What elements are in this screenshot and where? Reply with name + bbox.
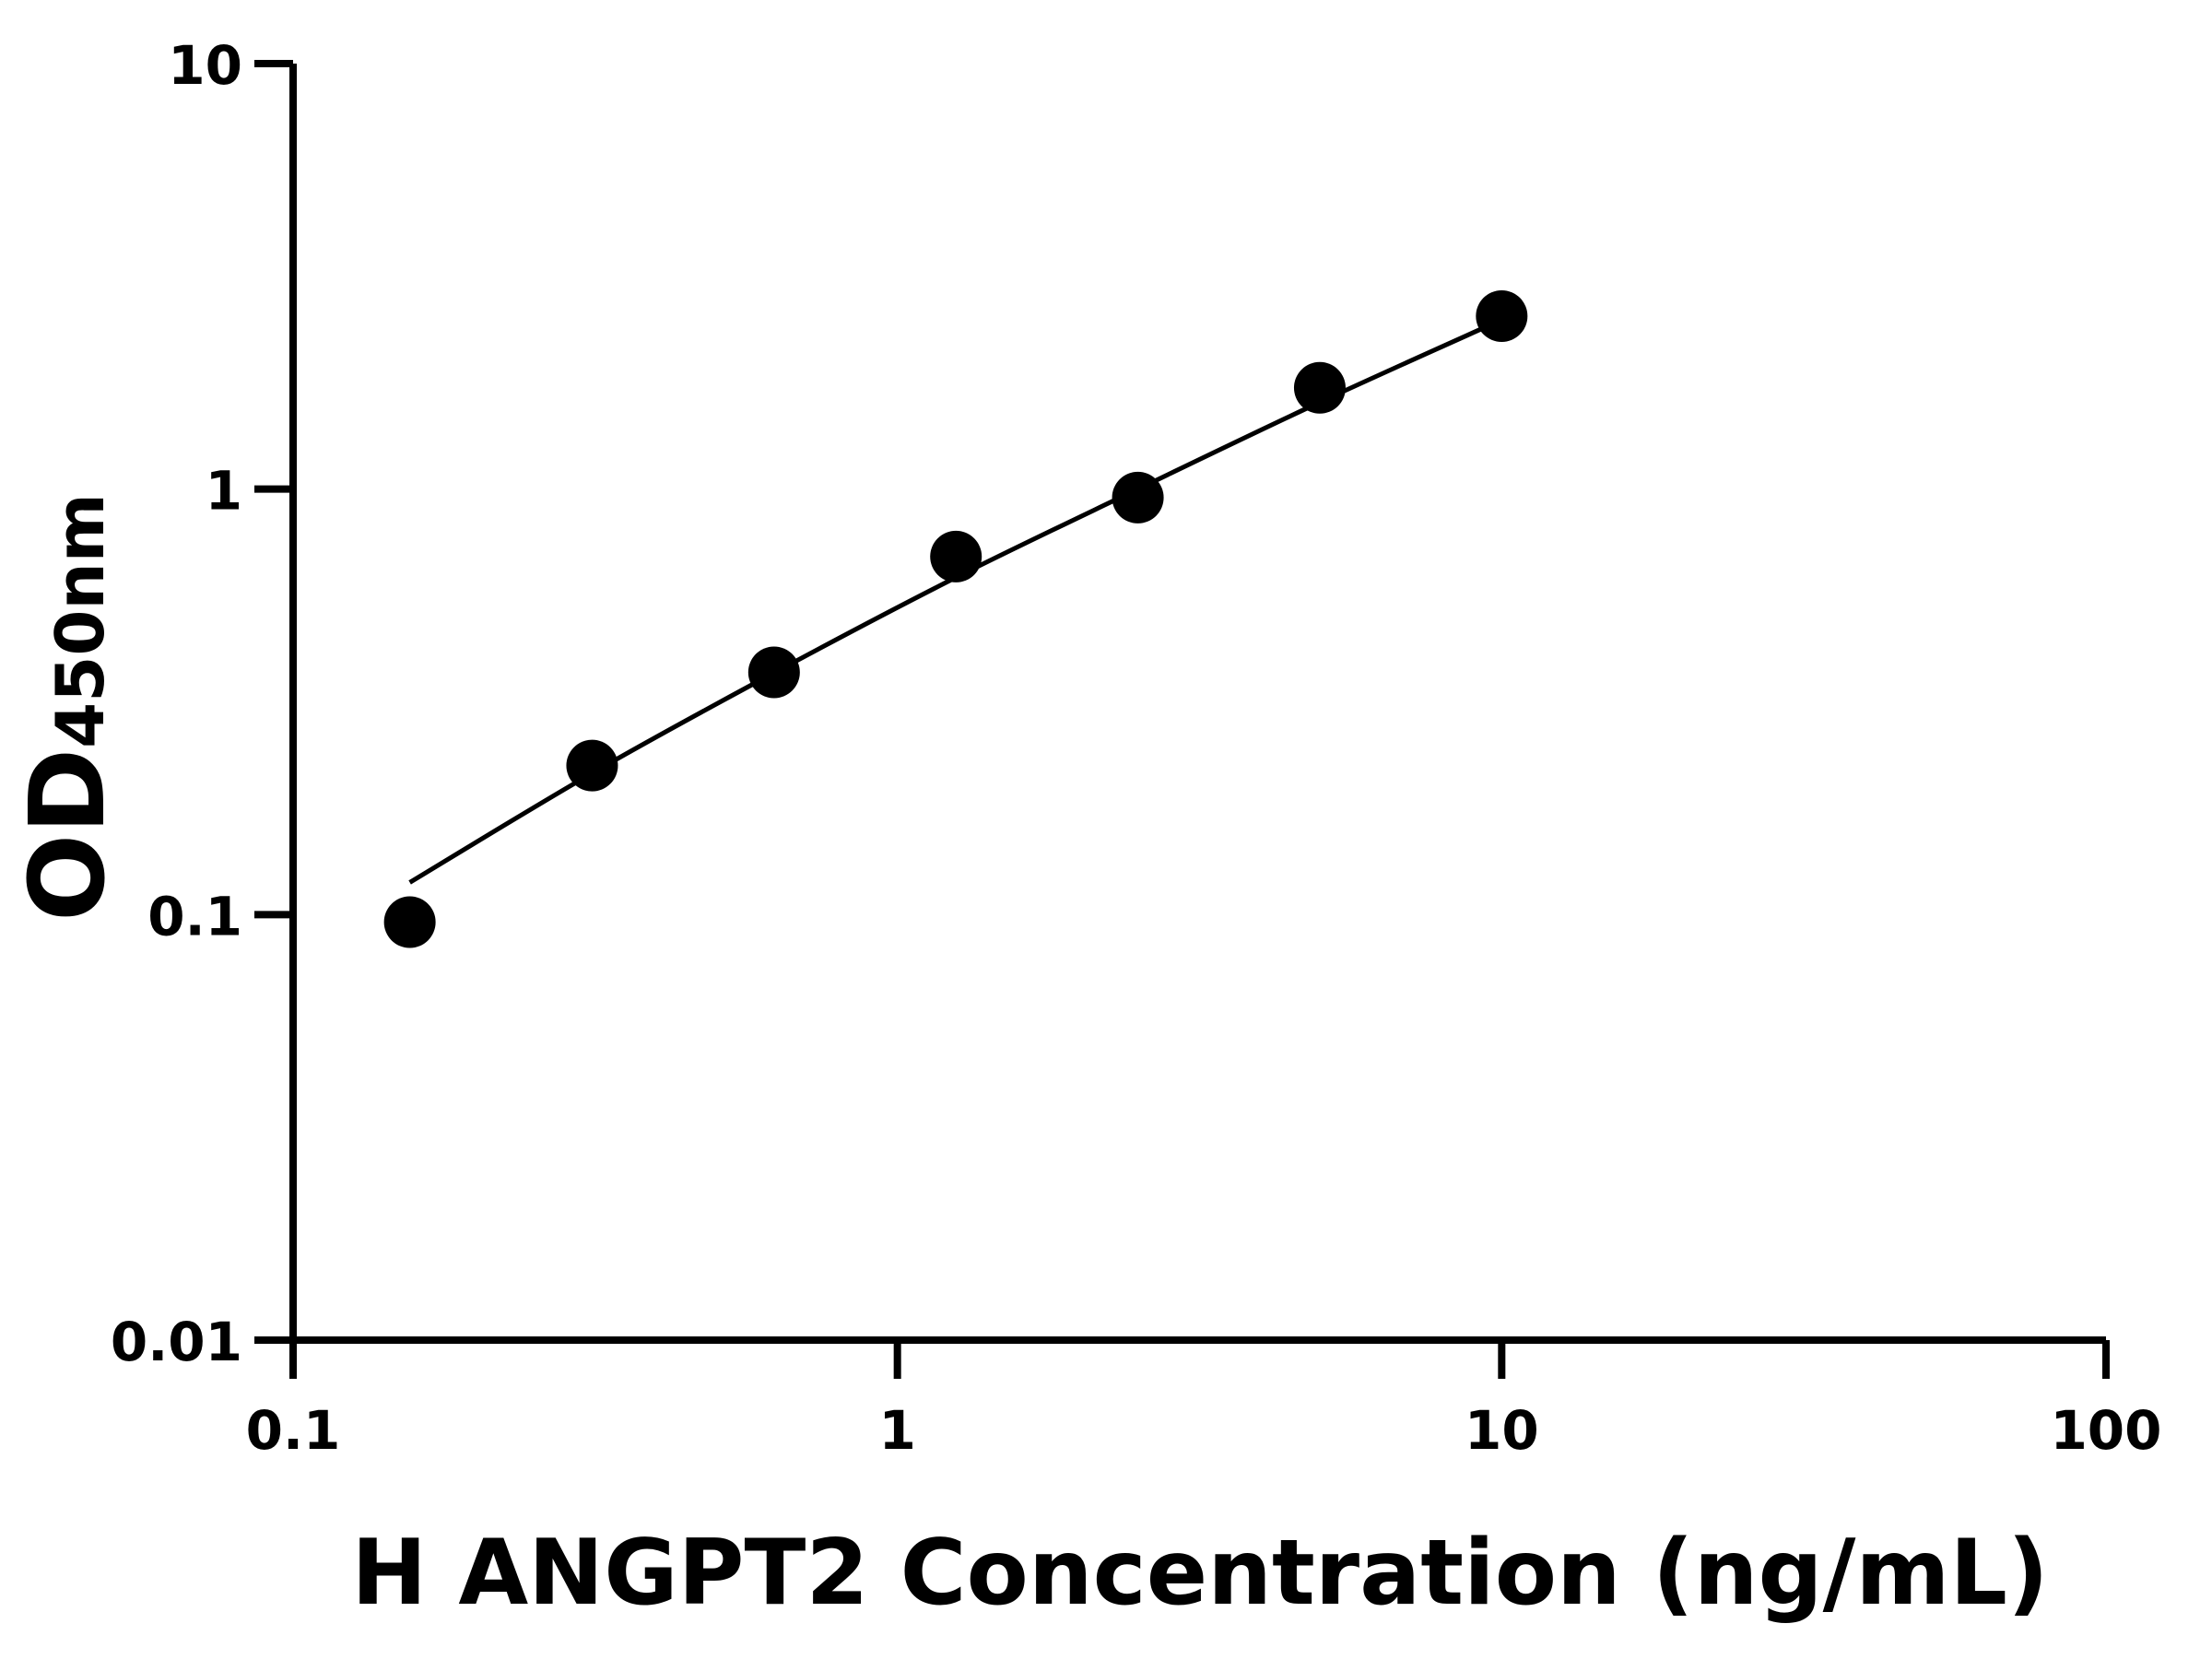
y-axis-title-main: OD (8, 748, 128, 922)
svg-text:OD450nm: OD450nm (8, 493, 128, 922)
x-tick-label: 1 (878, 1399, 915, 1462)
y-tick-label: 10 (168, 34, 242, 97)
data-point (1112, 471, 1164, 524)
data-point (383, 896, 436, 948)
x-axis-title: H ANGPT2 Concentration (ng/mL) (351, 1521, 2049, 1626)
x-tick-label: 100 (2050, 1399, 2161, 1462)
data-points (383, 289, 1528, 948)
y-tick-label: 0.1 (147, 885, 242, 947)
axes (254, 64, 2106, 1344)
data-point (1476, 289, 1528, 342)
y-tick-label: 0.01 (111, 1311, 242, 1373)
data-point (1293, 361, 1346, 414)
y-axis-title-sub: 450nm (41, 493, 119, 748)
y-axis-title: OD450nm (8, 493, 128, 922)
data-point (930, 530, 982, 582)
x-tick-label: 0.1 (246, 1399, 341, 1462)
x-tick-label: 10 (1465, 1399, 1539, 1462)
y-tick-label: 1 (206, 460, 242, 523)
data-point (566, 739, 618, 792)
data-point (747, 646, 800, 699)
